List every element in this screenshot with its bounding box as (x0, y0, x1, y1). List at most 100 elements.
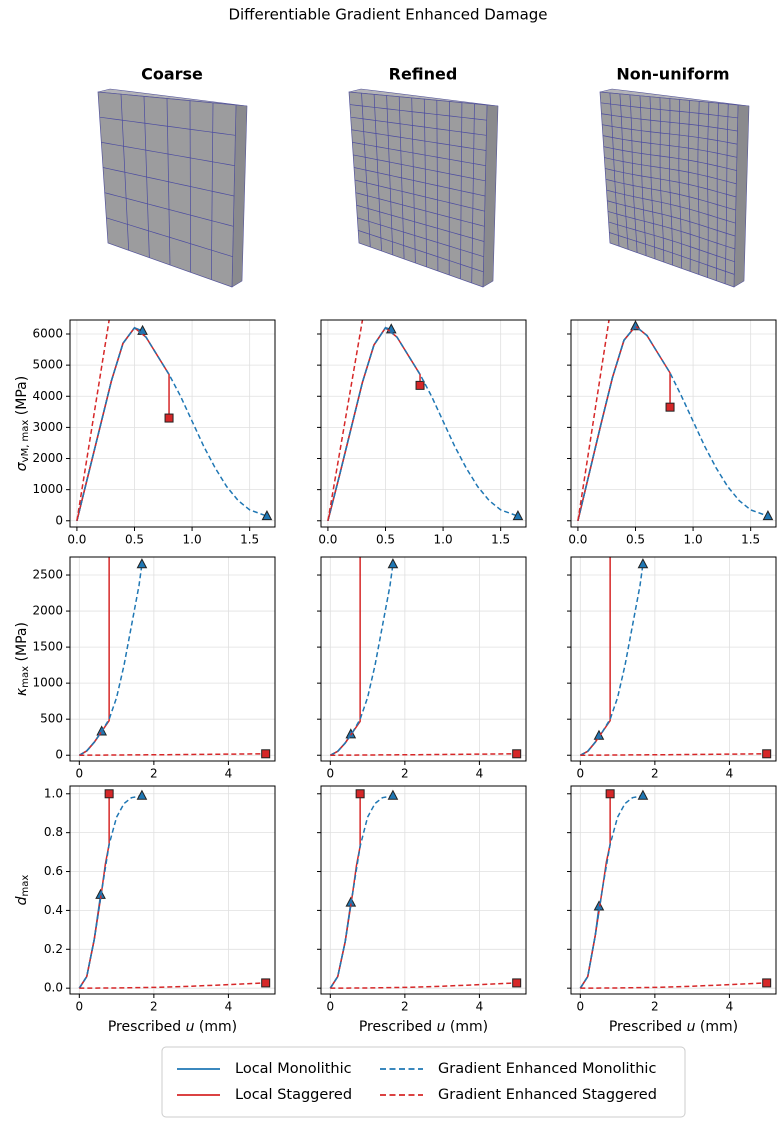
label-symbol: κ (14, 687, 30, 696)
end-marker (593, 729, 605, 740)
y-axis-label: κmax (MPa) (14, 622, 31, 696)
column-title: Non-uniform (616, 65, 729, 84)
end-marker (512, 510, 524, 521)
subplot: 0.0 0.5 1.0 1.5 (317, 319, 527, 547)
series-line (78, 557, 110, 756)
x-tick-label: 0.0 (568, 533, 587, 547)
plot-area (78, 789, 271, 989)
axes-frame (69, 556, 276, 762)
x-tick-label: 4 (225, 1000, 233, 1014)
x-tick-label: 0.0 (67, 533, 86, 547)
mesh-line (349, 104, 487, 121)
series-line (76, 326, 143, 521)
x-tick-label: 1.0 (183, 533, 202, 547)
mesh-line (607, 211, 735, 250)
axes-frame (570, 785, 777, 995)
mesh-line (607, 200, 736, 237)
end-marker (637, 789, 649, 800)
series-line (579, 906, 600, 989)
label-symbol: σ (14, 461, 30, 471)
mesh-face (97, 91, 237, 288)
series-line (329, 564, 394, 756)
mesh-line (357, 217, 484, 258)
series-line (76, 320, 110, 521)
x-tick-label: 0.5 (125, 533, 144, 547)
series-line (580, 753, 767, 756)
axes-frame (320, 319, 527, 528)
figure-title: Differentiable Gradient Enhanced Damage (228, 6, 547, 24)
y-tick-label: 6000 (32, 327, 63, 341)
mesh-line (352, 141, 486, 167)
legend-label: Local Staggered (235, 1087, 352, 1103)
label-unit: (MPa) (14, 622, 30, 661)
mesh-line (354, 179, 485, 212)
mesh-line (603, 146, 737, 171)
y-tick-label: 0.6 (44, 864, 63, 878)
x-tick-label: 0 (75, 1000, 83, 1014)
end-marker (415, 380, 425, 390)
label-subscript: vM, max (20, 420, 31, 463)
mesh-line (353, 167, 486, 197)
series-line (327, 326, 392, 521)
x-tick-label: 0 (576, 767, 584, 781)
x-tick-label: 2 (401, 767, 409, 781)
plot-area (76, 320, 273, 521)
x-tick-label: 4 (726, 1000, 734, 1014)
series-line (329, 793, 361, 989)
x-tick-label: 4 (476, 1000, 484, 1014)
label-unit: (mm) (700, 1019, 738, 1035)
subplot: 0 2 4 (317, 556, 527, 781)
subplot: 0 2 4 Prescribed u (mm) (317, 785, 527, 1035)
x-axis-label: Prescribed u (mm) (609, 1019, 738, 1035)
label-text: Prescribed (609, 1019, 682, 1035)
series-line (579, 793, 611, 989)
y-tick-label: 1000 (32, 676, 63, 690)
label-symbol: u (186, 1019, 195, 1035)
y-tick-label: 5000 (32, 358, 63, 372)
end-marker (355, 789, 365, 799)
subplot: 0.0 0.5 1.0 1.5 (567, 319, 777, 547)
label-text: Prescribed (108, 1019, 181, 1035)
end-marker (665, 402, 675, 412)
mesh-line (604, 168, 737, 198)
mesh-line (350, 116, 487, 136)
y-tick-label: 3000 (32, 420, 63, 434)
series-line (579, 564, 644, 756)
axes-frame (570, 319, 777, 528)
legend: Local Monolithic Local Staggered Gradient … (161, 1046, 686, 1118)
plot-area (577, 320, 774, 521)
x-tick-label: 2 (150, 1000, 158, 1014)
axes-frame (320, 785, 527, 995)
mesh-line (99, 116, 236, 136)
mesh-images (97, 88, 750, 288)
mesh-line (355, 192, 485, 227)
x-tick-label: 2 (150, 767, 158, 781)
y-tick-label: 2500 (32, 568, 63, 582)
y-tick-label: 0.8 (44, 825, 63, 839)
mesh-line (358, 230, 484, 273)
series-line (79, 982, 266, 989)
axes-frame (320, 556, 527, 762)
series-line (577, 320, 610, 521)
end-marker (762, 978, 772, 988)
mesh-line (608, 221, 735, 262)
x-tick-label: 2 (651, 1000, 659, 1014)
mesh-line (602, 135, 737, 158)
y-tick-label: 0.2 (44, 942, 63, 956)
series-line (327, 320, 364, 521)
end-marker (387, 789, 399, 800)
plot-area (329, 789, 522, 989)
series-line (79, 753, 266, 756)
x-tick-label: 1.0 (684, 533, 703, 547)
label-unit: (mm) (450, 1019, 488, 1035)
end-marker (261, 978, 271, 988)
x-tick-label: 0 (75, 767, 83, 781)
label-symbol: u (687, 1019, 696, 1035)
series-line (577, 325, 671, 521)
column-title: Coarse (141, 65, 203, 84)
series-line (577, 325, 769, 521)
subplot: 0 2 4 Prescribed u (mm) (567, 785, 777, 1035)
plot-area (579, 557, 772, 759)
legend-label: Local Monolithic (235, 1061, 352, 1077)
